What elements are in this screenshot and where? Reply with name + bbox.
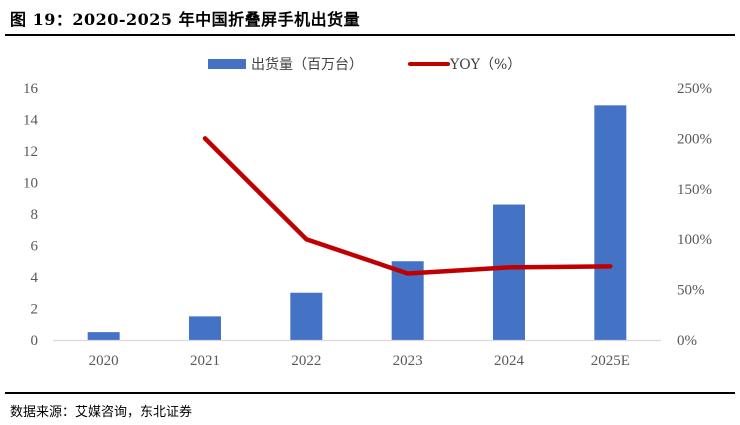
x-axis-tick: 2024 [494, 353, 525, 369]
data-source: 数据来源：艾媒咨询，东北证券 [10, 405, 193, 420]
left-axis-tick: 10 [23, 176, 38, 192]
right-axis-tick: 250% [677, 81, 712, 97]
x-axis-tick: 2022 [291, 353, 321, 369]
left-axis-tick: 6 [31, 239, 39, 255]
source-rule [5, 392, 735, 394]
x-axis-tick: 2023 [393, 353, 423, 369]
figure-title: 图 19：2020-2025 年中国折叠屏手机出货量 [10, 10, 361, 29]
right-axis-tick: 0% [677, 333, 697, 349]
x-axis-tick: 2021 [190, 353, 220, 369]
left-axis-tick: 4 [31, 270, 39, 286]
chart-legend: 出货量（百万台） YOY（%） [208, 56, 521, 73]
legend-line-label: YOY（%） [449, 57, 521, 73]
right-axis-tick: 200% [677, 131, 712, 147]
left-axis-tick: 16 [23, 81, 39, 97]
x-axis-labels: 2020 2021 2022 2023 2024 2025E [89, 353, 630, 369]
left-axis-tick: 8 [31, 207, 39, 223]
legend-bar-label: 出货量（百万台） [251, 56, 363, 73]
bar-2024 [493, 204, 525, 340]
right-axis-tick: 50% [677, 283, 705, 299]
bar-2025E [594, 105, 627, 340]
right-axis: 0% 50% 100% 150% 200% 250% [677, 81, 712, 349]
bar-2021 [189, 316, 221, 340]
left-axis-tick: 0 [31, 333, 39, 349]
right-axis-tick: 150% [677, 182, 712, 198]
x-axis-tick: 2020 [89, 353, 119, 369]
left-axis-tick: 2 [31, 302, 39, 318]
x-axis-tick: 2025E [591, 353, 630, 369]
left-axis: 0 2 4 6 8 10 12 14 16 [23, 81, 39, 349]
left-axis-tick: 12 [23, 144, 38, 160]
legend-bar-swatch [208, 59, 246, 69]
bar-series [87, 105, 627, 340]
title-rule [5, 34, 735, 36]
bar-2022 [290, 292, 323, 340]
bar-2020 [87, 332, 120, 340]
yoy-line-series [202, 136, 613, 276]
combo-chart: 出货量（百万台） YOY（%） 0 2 4 6 8 10 12 14 16 0% 50% 100% 1… [23, 56, 712, 369]
right-axis-tick: 100% [677, 232, 712, 248]
left-axis-tick: 14 [23, 113, 39, 129]
